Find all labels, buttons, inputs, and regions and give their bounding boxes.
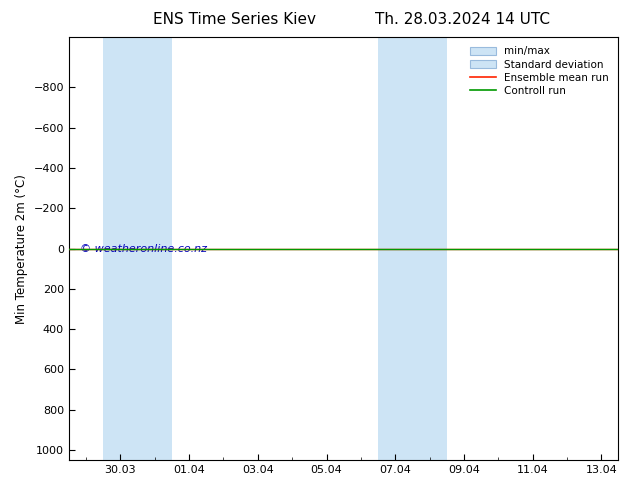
Y-axis label: Min Temperature 2m (°C): Min Temperature 2m (°C) <box>15 173 28 323</box>
Text: © weatheronline.co.nz: © weatheronline.co.nz <box>80 244 207 254</box>
Legend: min/max, Standard deviation, Ensemble mean run, Controll run: min/max, Standard deviation, Ensemble me… <box>466 42 613 100</box>
Text: Th. 28.03.2024 14 UTC: Th. 28.03.2024 14 UTC <box>375 12 550 27</box>
Bar <box>378 37 447 460</box>
Text: ENS Time Series Kiev: ENS Time Series Kiev <box>153 12 316 27</box>
Bar <box>103 37 172 460</box>
